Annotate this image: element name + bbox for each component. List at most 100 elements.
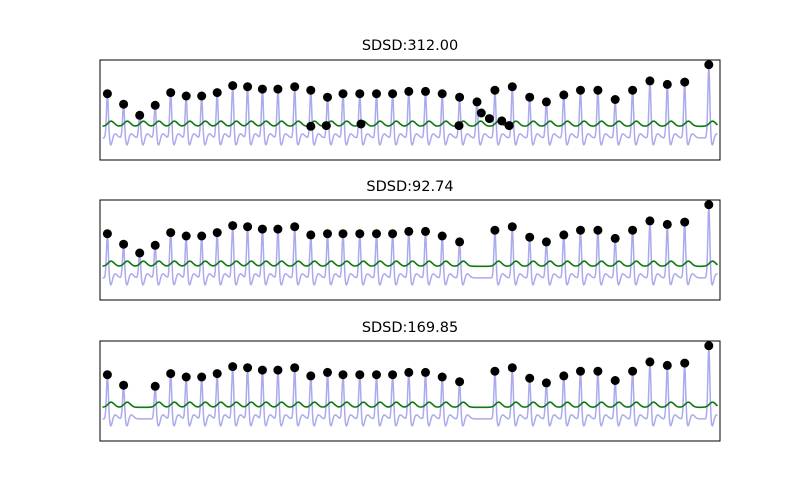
- peak-marker: [243, 363, 253, 373]
- peak-marker: [525, 92, 535, 102]
- envelope-line: [102, 401, 718, 409]
- peak-marker: [576, 85, 585, 95]
- peak-marker: [212, 369, 222, 379]
- peak-marker: [662, 360, 672, 370]
- peak-marker: [323, 367, 332, 377]
- peak-marker: [437, 372, 447, 382]
- peak-marker: [507, 363, 517, 373]
- subplot-2: SDSD:92.74: [99, 179, 721, 301]
- peak-marker: [680, 217, 690, 227]
- peak-marker: [150, 100, 160, 110]
- spurious-peak-marker: [454, 121, 464, 131]
- peak-marker: [257, 224, 267, 234]
- peak-marker: [541, 378, 551, 388]
- peak-marker: [388, 89, 398, 99]
- peak-marker: [181, 91, 191, 101]
- peak-marker: [355, 370, 365, 380]
- peak-marker: [680, 358, 690, 368]
- subplot-3-plot-area: [102, 341, 718, 428]
- peak-marker: [610, 376, 620, 385]
- signal-line: [102, 65, 718, 147]
- peak-marker: [680, 77, 690, 87]
- peak-marker: [593, 366, 603, 376]
- peak-marker: [559, 230, 569, 240]
- peak-marker: [243, 82, 253, 92]
- peak-marker: [421, 226, 430, 236]
- peak-marker: [372, 370, 381, 380]
- peak-marker: [166, 88, 176, 98]
- peak-marker: [150, 240, 160, 250]
- peak-marker: [197, 91, 207, 101]
- peak-marker: [704, 341, 714, 351]
- envelope-line: [102, 260, 718, 268]
- peak-marker: [323, 229, 332, 239]
- peak-marker: [306, 371, 316, 381]
- spurious-peak-marker: [306, 121, 316, 131]
- spurious-peak-marker: [321, 121, 331, 131]
- peak-marker: [507, 82, 517, 92]
- peak-marker: [455, 237, 465, 247]
- peak-marker: [372, 229, 381, 239]
- peak-marker: [576, 225, 585, 235]
- subplot-2-plot-area: [102, 200, 718, 287]
- peak-marker: [212, 228, 222, 238]
- peak-marker: [150, 381, 160, 391]
- subplot-3-title: SDSD:169.85: [362, 320, 458, 336]
- peak-marker: [404, 226, 414, 236]
- peak-marker: [338, 89, 348, 99]
- peak-marker: [290, 363, 300, 373]
- subplot-3-frame: [99, 340, 721, 442]
- peak-marker: [490, 225, 500, 235]
- peak-marker: [628, 85, 638, 95]
- peak-marker: [197, 372, 207, 382]
- subplot-2-frame: [99, 199, 721, 301]
- peak-marker: [102, 370, 112, 380]
- subplot-1: SDSD:312.00: [99, 38, 721, 161]
- subplot-1-title: SDSD:312.00: [362, 38, 458, 54]
- peak-marker: [645, 357, 655, 367]
- peak-marker: [243, 222, 253, 232]
- peak-marker: [119, 380, 129, 390]
- peak-marker: [228, 81, 238, 91]
- peak-marker: [273, 224, 283, 234]
- peak-marker: [323, 92, 332, 102]
- peak-marker: [273, 365, 283, 375]
- peak-marker: [525, 232, 535, 242]
- spurious-peak-marker: [356, 119, 366, 129]
- peak-marker: [181, 372, 191, 382]
- peak-marker: [102, 89, 112, 99]
- peak-marker: [559, 371, 569, 381]
- peak-marker: [257, 365, 267, 375]
- peak-marker: [645, 216, 655, 226]
- peak-marker: [290, 222, 300, 232]
- peak-marker: [290, 82, 300, 92]
- peak-marker: [102, 229, 112, 239]
- peak-marker: [404, 86, 414, 96]
- peak-marker: [273, 84, 283, 94]
- peak-marker: [610, 95, 620, 104]
- spurious-peak-marker: [484, 114, 494, 124]
- peak-marker: [421, 367, 430, 377]
- peak-marker: [507, 222, 517, 232]
- subplot-1-plot-area: [102, 60, 718, 147]
- peak-marker: [437, 231, 447, 241]
- peak-marker: [662, 79, 672, 89]
- peak-marker: [593, 225, 603, 235]
- peak-marker: [704, 200, 714, 210]
- peak-marker: [610, 233, 620, 243]
- peak-marker: [119, 99, 129, 109]
- peak-marker: [135, 110, 145, 120]
- peak-marker: [166, 228, 176, 238]
- peak-marker: [525, 373, 535, 383]
- peak-marker: [388, 229, 398, 239]
- peak-marker: [593, 85, 603, 95]
- signal-line: [102, 205, 718, 287]
- signal-line: [102, 346, 718, 428]
- subplot-1-frame: [99, 59, 721, 161]
- peak-marker: [628, 225, 638, 235]
- peak-marker: [135, 248, 145, 258]
- peak-marker: [490, 366, 500, 376]
- peak-marker: [166, 369, 176, 379]
- peak-marker: [306, 230, 316, 240]
